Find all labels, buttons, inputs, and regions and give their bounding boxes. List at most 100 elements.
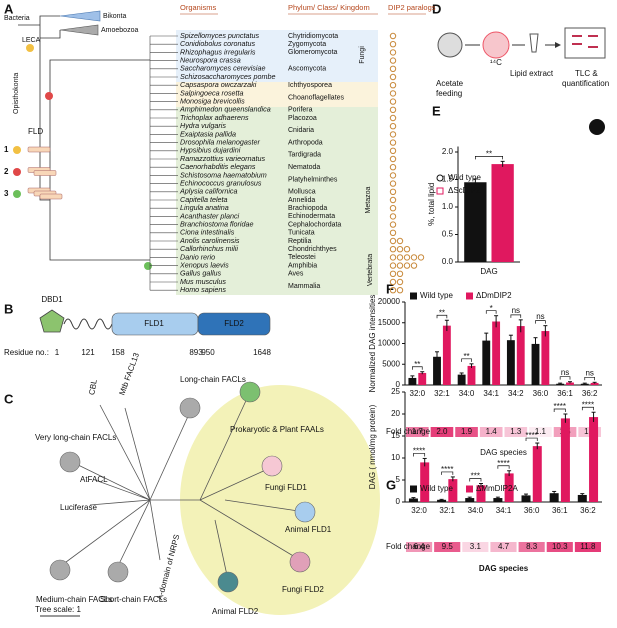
paralog: [389, 106, 397, 114]
species: Saccharomyces cerevisiae: [180, 64, 266, 73]
phylum: Annelida: [288, 197, 315, 204]
paralog: [389, 262, 397, 269]
clade-label: Medium-chain FACLs: [36, 595, 112, 604]
phylum: Porifera: [288, 107, 313, 114]
clade-node: [289, 551, 311, 573]
fold-change: 9.5: [442, 542, 454, 551]
clade-node: [49, 559, 71, 581]
fold-cell: [406, 427, 429, 437]
phylum: Tardigrada: [288, 152, 321, 159]
y-tick-label: 1.5: [442, 175, 454, 184]
phylum: Nematoda: [288, 164, 320, 171]
species: Homo sapiens: [180, 285, 226, 294]
legend-marker: [466, 292, 473, 300]
bar: [560, 418, 570, 502]
phylum: Amphibia: [288, 262, 317, 269]
fold-cell: [430, 427, 454, 437]
paralog: [389, 213, 397, 220]
cell: [437, 32, 463, 58]
sig-bracket: [584, 376, 595, 381]
paralog: [389, 73, 397, 81]
species: Aplysia californica: [179, 187, 238, 196]
phylum: Cephalochordata: [288, 221, 341, 228]
species: Lingula anatina: [180, 203, 229, 212]
species: Ramazzottius varieornatus: [180, 154, 265, 163]
species: Monosiga brevicollis: [180, 97, 245, 106]
species: Branchiostoma floridae: [180, 220, 254, 229]
phylum: Teleostei: [288, 254, 316, 261]
tree-label: LECA: [22, 37, 41, 44]
significance: *: [490, 304, 493, 313]
paralog: [403, 262, 411, 269]
paralog: [389, 172, 397, 179]
species: Drosophila melanogaster: [180, 138, 261, 147]
paralog: [396, 270, 404, 277]
legend-node: [13, 190, 21, 198]
fold-cell: [574, 542, 601, 552]
legend-label: ΔDmDIP2: [476, 291, 512, 300]
species: Gallus gallus: [180, 269, 222, 278]
sig-bracket: [497, 465, 510, 469]
paralog: [389, 205, 397, 212]
paralog: [389, 229, 397, 237]
fold-cell: [455, 427, 478, 437]
paralog: [389, 123, 397, 130]
step-label: quantification: [562, 79, 609, 88]
domain-label: DBD1: [41, 295, 63, 304]
legend-label: ΔScDIP2: [448, 186, 481, 195]
legend-item: 3: [4, 189, 9, 198]
phylum: Placozoa: [288, 115, 317, 122]
domain-label: FLD1: [144, 319, 164, 328]
fold-cell: [479, 427, 503, 437]
sig-bracket: [461, 358, 472, 362]
phylum: Aves: [288, 271, 304, 278]
fld-clade-highlight: [180, 385, 380, 615]
x-axis-label: DAG species: [480, 448, 527, 457]
sig-bracket: [525, 437, 538, 442]
species: Acanthaster planci: [179, 211, 240, 220]
paralog: [417, 254, 425, 261]
paralog: [396, 278, 404, 286]
bar: [418, 372, 427, 385]
x-tick-label: 36:0: [533, 389, 549, 398]
residue-label: Residue no.:: [4, 348, 49, 357]
residue: 1: [55, 348, 60, 357]
significance: **: [439, 308, 445, 317]
phylum: Platyhelminthes: [288, 176, 338, 183]
species: Capitella teleta: [180, 195, 228, 204]
fold-change: 1.3: [510, 427, 522, 436]
fold-change: 4.7: [498, 542, 510, 551]
panel-label: A: [4, 1, 14, 16]
sig-bracket: [412, 366, 423, 370]
tlc-bands: [572, 35, 598, 48]
clade-label: Long-chain FACLs: [180, 375, 246, 384]
clade-label: Fungi FLD1: [265, 483, 307, 492]
bar: [442, 325, 451, 385]
phylum: Zygomycota: [288, 41, 326, 48]
paralog: [389, 114, 397, 122]
fungi-band: [176, 30, 378, 82]
bikonta-clade: [59, 10, 101, 22]
y-tick-label: 25: [391, 387, 400, 396]
dbd1-domain: [39, 309, 65, 333]
clade-node: [217, 571, 239, 593]
residue: 158: [111, 348, 125, 357]
panel-label: G: [386, 477, 396, 492]
phylum: Mollusca: [288, 189, 316, 196]
y-tick-label: 0.0: [442, 257, 454, 266]
species: Trichoplax adhaerens: [180, 113, 249, 122]
clade-label: A-domain of NRPS: [155, 533, 181, 601]
clade-label: AtFACL: [80, 475, 108, 484]
fld-box: [39, 193, 63, 200]
y-axis-label: %, total lipid: [427, 183, 436, 226]
paralog: [389, 139, 397, 146]
x-tick-label: 36:2: [582, 389, 598, 398]
paralog: [389, 131, 397, 138]
fold-change: 2.0: [436, 427, 448, 436]
legend-node: [13, 146, 21, 154]
bar: [448, 479, 458, 502]
metazoa-band: [176, 107, 378, 295]
species: Amphimedon queenslandica: [179, 105, 271, 114]
sig-bracket: [535, 320, 546, 324]
fold-cell: [462, 542, 489, 552]
